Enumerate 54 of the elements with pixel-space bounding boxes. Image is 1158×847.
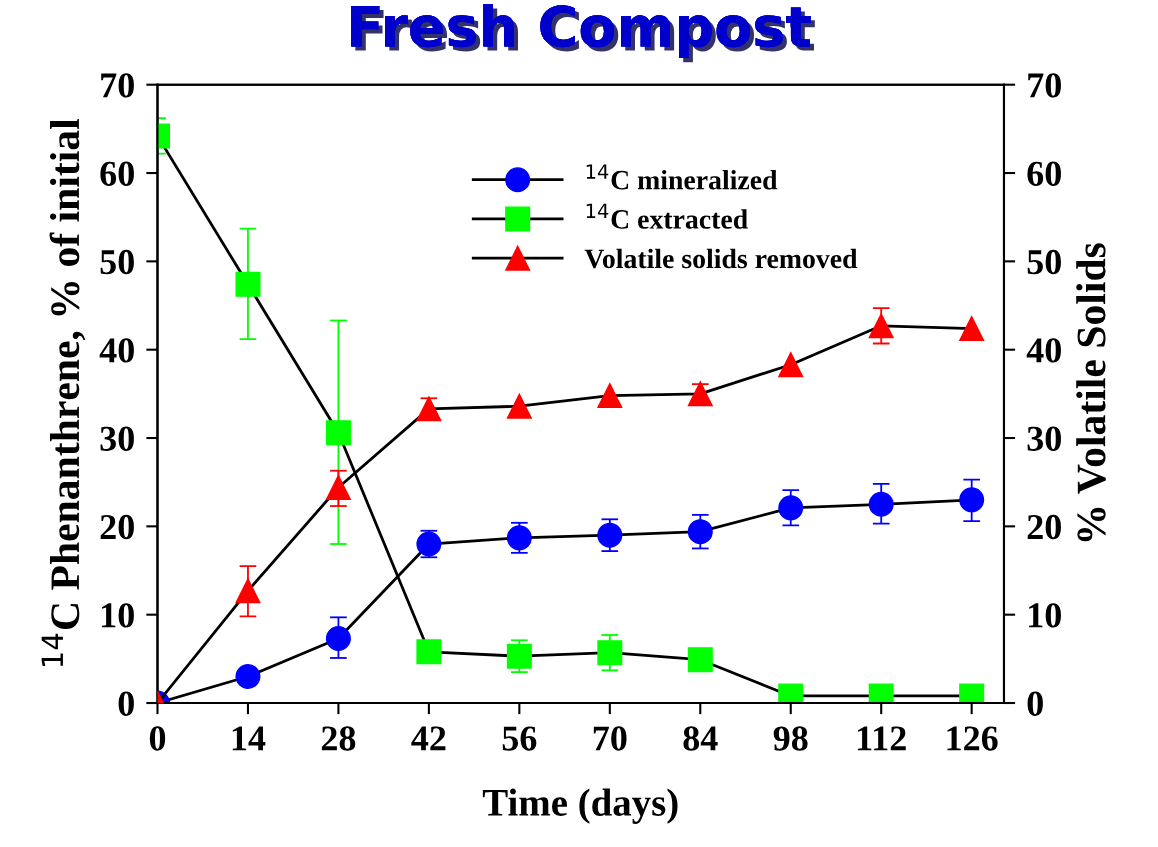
x-tick-label: 42	[411, 726, 446, 751]
y-tick-label: 20	[100, 514, 134, 540]
point	[778, 352, 804, 378]
y2-tick-label: 30	[1027, 426, 1061, 451]
point	[325, 626, 351, 652]
x-tick-label: 14	[232, 726, 266, 751]
point	[687, 519, 713, 545]
point	[597, 383, 623, 409]
point	[868, 313, 894, 339]
y2-tick-label: 0	[1027, 691, 1043, 716]
point	[778, 495, 804, 521]
point	[235, 271, 261, 297]
x-axis-title: Time (days)	[482, 788, 678, 824]
y-tick-label: 50	[100, 249, 134, 275]
y2-tick-label: 10	[1029, 603, 1061, 628]
y-tick-label: 0	[118, 691, 134, 716]
point	[235, 578, 261, 604]
y-tick-label: 30	[100, 426, 134, 451]
x-tick-label: 0	[149, 726, 166, 751]
y-axis-title: $^{14}$C Phenanthrene, % of initial	[41, 119, 86, 667]
legend-label: $^{14}$C mineralized	[586, 164, 778, 190]
chart-title: Fresh Compost	[351, 4, 815, 63]
legend-label: Volatile solids removed	[584, 248, 858, 269]
x-tick-label: 98	[773, 726, 808, 751]
y-tick-label: 10	[102, 603, 134, 628]
y-tick-label: 40	[99, 338, 134, 363]
point	[416, 639, 442, 665]
point	[959, 487, 985, 513]
point	[325, 474, 351, 500]
x-tick-label: 126	[947, 726, 998, 751]
point	[506, 393, 532, 419]
y2-axis-title: % Volatile Solids	[1076, 243, 1106, 542]
point	[687, 381, 713, 407]
x-tick-label: 56	[502, 726, 537, 751]
point	[416, 396, 442, 422]
y-tick-label: 70	[101, 73, 134, 98]
y-tick-label: 60	[100, 161, 134, 186]
point	[868, 491, 894, 517]
y2-tick-label: 60	[1027, 161, 1061, 186]
y2-tick-label: 70	[1028, 73, 1061, 98]
point	[597, 640, 623, 666]
y2-tick-label: 20	[1027, 514, 1061, 540]
x-tick-label: 70	[593, 726, 627, 751]
x-tick-label: 28	[321, 726, 356, 751]
point	[959, 315, 985, 341]
point	[235, 664, 261, 690]
point	[325, 420, 351, 446]
x-tick-label: 84	[683, 726, 718, 751]
point	[687, 647, 713, 673]
y2-tick-label: 40	[1026, 338, 1061, 363]
legend-label: $^{14}$C extracted	[586, 203, 748, 229]
point	[506, 525, 532, 551]
x-tick-label: 112	[858, 726, 906, 751]
y2-tick-label: 50	[1027, 249, 1061, 275]
